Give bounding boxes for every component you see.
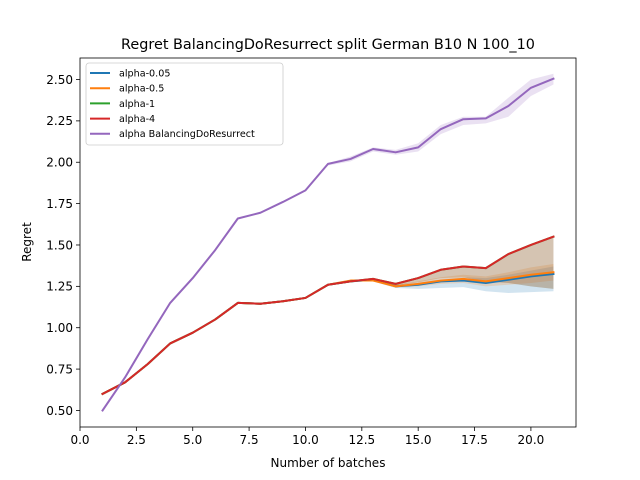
x-tick-label: 7.5: [240, 433, 259, 447]
series-band-alpha-4: [102, 236, 554, 394]
series-line-alpha-4: [101, 235, 555, 396]
y-tick-label: 1.50: [46, 238, 73, 252]
x-tick-label: 12.5: [348, 433, 375, 447]
series-band-alpha-0-5: [102, 264, 554, 394]
chart-title: Regret BalancingDoResurrect split German…: [121, 37, 535, 53]
x-axis-label: Number of batches: [271, 456, 386, 470]
x-tick-label: 5.0: [183, 433, 202, 447]
y-tick-label: 1.25: [46, 280, 73, 294]
y-tick-label: 1.00: [46, 321, 73, 335]
axes-frame: [79, 57, 577, 428]
y-axis-label: Regret: [20, 222, 34, 262]
series-band-alpha-balancingdoresurrect: [102, 73, 554, 411]
x-tick-label: 10.0: [292, 433, 319, 447]
y-tick-label: 0.50: [46, 404, 73, 418]
x-tick-label: 2.5: [127, 433, 146, 447]
series-line-alpha-balancingdoresurrect: [101, 77, 555, 412]
y-tick-label: 2.25: [46, 114, 73, 128]
y-tick-label: 2.00: [46, 156, 73, 170]
legend-box: [85, 62, 284, 146]
x-tick-label: 20.0: [518, 433, 545, 447]
legend: alpha-0.05 alpha-0.5 alpha-1 alpha-4 alpha B…: [85, 62, 284, 146]
y-tick-label: 2.50: [46, 73, 73, 87]
y-tick-label: 1.75: [46, 197, 73, 211]
legend-entry: alpha-0.5: [119, 84, 164, 95]
x-tick-label: 15.0: [405, 433, 432, 447]
x-tick-label: 17.5: [461, 433, 488, 447]
legend-entry: alpha BalancingDoResurrect: [119, 129, 255, 140]
legend-entry: alpha-0.05: [119, 68, 170, 79]
legend-entry: alpha-1: [119, 99, 155, 110]
legend-entry: alpha-4: [119, 114, 155, 125]
y-tick-label: 0.75: [46, 362, 73, 376]
series-band-alpha-1: [102, 236, 554, 394]
x-tick-label: 0.0: [70, 433, 89, 447]
